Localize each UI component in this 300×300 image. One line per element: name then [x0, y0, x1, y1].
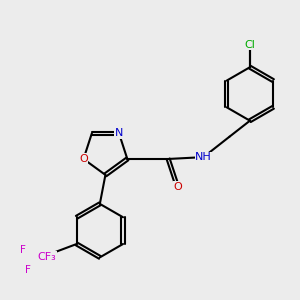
Text: N: N	[115, 128, 123, 138]
Text: F: F	[20, 244, 26, 255]
Text: Cl: Cl	[244, 40, 255, 50]
Text: CF₃: CF₃	[38, 252, 56, 262]
Text: O: O	[79, 154, 88, 164]
Text: NH: NH	[195, 152, 212, 162]
Text: F: F	[26, 265, 31, 275]
Text: O: O	[173, 182, 182, 192]
